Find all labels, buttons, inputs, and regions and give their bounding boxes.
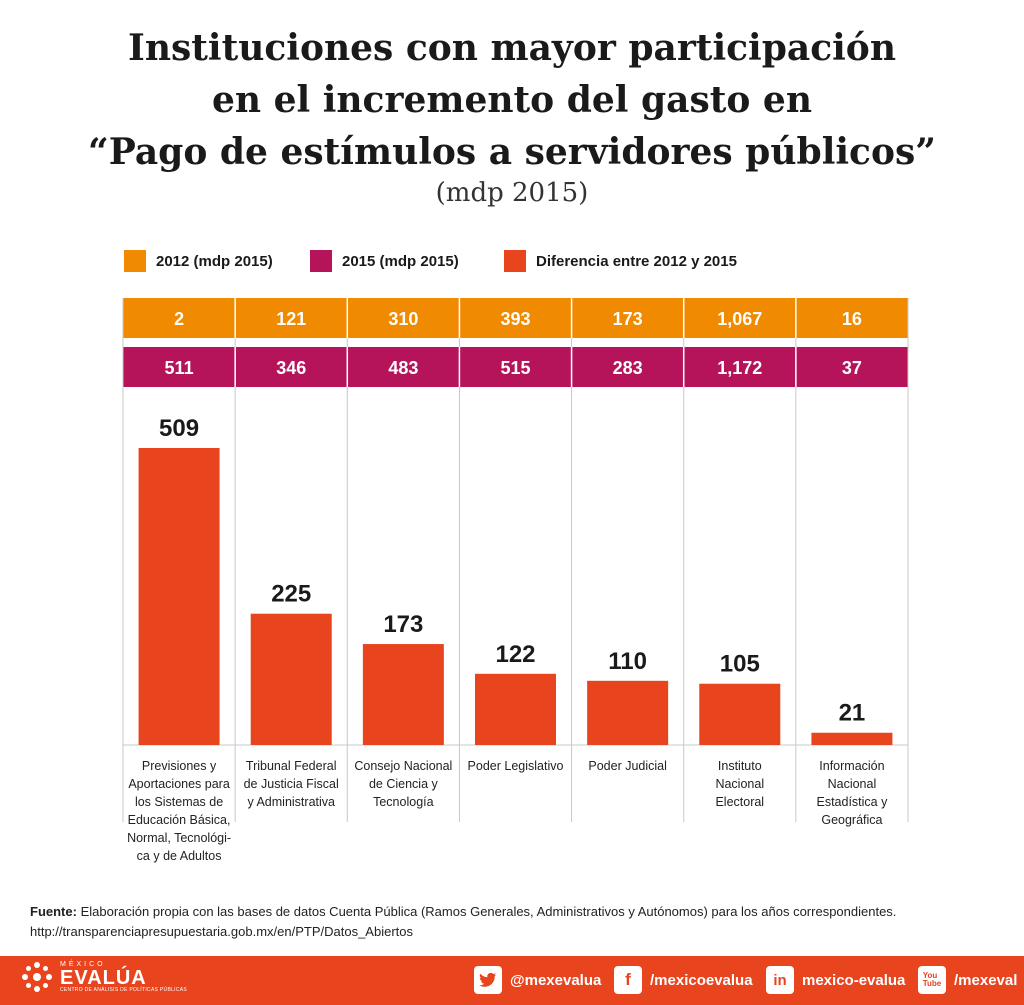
chart-subtitle: (mdp 2015) — [435, 178, 589, 208]
legend-item-diff: Diferencia entre 2012 y 2015 — [504, 250, 737, 272]
difference-bar — [362, 644, 444, 745]
value-2015-label: 483 — [388, 358, 418, 378]
legend-swatch-diff — [504, 250, 526, 272]
difference-bar — [250, 613, 332, 745]
value-2015-label: 515 — [500, 358, 530, 378]
category-label: de Ciencia y — [369, 777, 439, 791]
category-label: Electoral — [715, 795, 764, 809]
linkedin-link[interactable]: in mexico-evalua — [766, 966, 905, 994]
value-2012-label: 121 — [276, 309, 306, 329]
legend-swatch-2015 — [310, 250, 332, 272]
category-label: Consejo Nacional — [354, 759, 452, 773]
difference-value-label: 225 — [271, 581, 311, 608]
difference-value-label: 105 — [720, 651, 760, 678]
legend-label-2015: 2015 (mdp 2015) — [342, 252, 459, 270]
category-label: de Justicia Fiscal — [244, 777, 339, 791]
evalua-star-icon — [22, 962, 52, 992]
value-2012-label: 2 — [174, 309, 184, 329]
row-2015-band — [123, 347, 908, 387]
mexico-evalua-logo[interactable]: MÉXICO EVALÚA CENTRO DE ANÁLISIS DE POLÍ… — [20, 960, 187, 994]
logo-tagline: CENTRO DE ANÁLISIS DE POLÍTICAS PÚBLICAS — [60, 987, 188, 993]
value-2012-label: 310 — [388, 309, 418, 329]
value-2012-label: 1,067 — [717, 309, 762, 329]
youtube-link[interactable]: You Tube /mexeval — [918, 966, 1017, 994]
legend: 2012 (mdp 2015) 2015 (mdp 2015) Diferenc… — [0, 250, 1024, 274]
value-2012-label: 173 — [613, 309, 643, 329]
legend-item-2015: 2015 (mdp 2015) — [310, 250, 459, 272]
youtube-icon: You Tube — [918, 966, 946, 994]
difference-value-label: 21 — [839, 700, 866, 727]
category-label: Información — [819, 759, 884, 773]
facebook-handle: /mexicoevalua — [650, 971, 753, 989]
category-label: Aportaciones para — [128, 777, 230, 791]
difference-bar — [475, 673, 556, 745]
legend-swatch-2012 — [124, 250, 146, 272]
difference-bar — [138, 448, 220, 745]
linkedin-icon: in — [766, 966, 794, 994]
category-label: los Sistemas de — [135, 795, 223, 809]
source-text: Elaboración propia con las bases de dato… — [80, 904, 897, 919]
difference-value-label: 509 — [159, 415, 199, 442]
value-2015-label: 346 — [276, 358, 306, 378]
title-line-1: Instituciones con mayor participación — [127, 27, 896, 69]
logo-evalua-text: EVALÚA — [60, 967, 147, 989]
linkedin-handle: mexico-evalua — [802, 971, 906, 989]
twitter-link[interactable]: @mexevalua — [474, 966, 601, 994]
category-label: Educación Básica, — [128, 813, 231, 827]
difference-value-label: 122 — [495, 641, 535, 668]
twitter-handle: @mexevalua — [510, 971, 602, 989]
category-label: Normal, Tecnológi- — [127, 831, 231, 845]
value-2015-label: 1,172 — [717, 358, 762, 378]
source-label: Fuente: — [30, 904, 77, 919]
value-2012-label: 393 — [500, 309, 530, 329]
category-label: Poder Judicial — [588, 759, 667, 773]
difference-bar — [699, 683, 781, 745]
category-label: Nacional — [715, 777, 764, 791]
footer-bar: MÉXICO EVALÚA CENTRO DE ANÁLISIS DE POLÍ… — [0, 956, 1024, 1005]
facebook-icon: f — [614, 966, 642, 994]
difference-bar — [811, 732, 893, 745]
title-line-3: “Pago de estímulos a servidores públicos… — [88, 131, 936, 173]
legend-item-2012: 2012 (mdp 2015) — [124, 250, 273, 272]
value-2015-label: 283 — [613, 358, 643, 378]
category-label: Nacional — [828, 777, 877, 791]
difference-value-label: 110 — [608, 648, 647, 675]
legend-label-diff: Diferencia entre 2012 y 2015 — [536, 252, 737, 270]
value-2015-label: 37 — [842, 358, 862, 378]
category-label: y Administrativa — [247, 795, 335, 809]
category-label: Previsiones y — [142, 759, 217, 773]
value-2015-label: 511 — [165, 358, 194, 378]
bar-chart: 2 511 509 Previsiones y Aportaciones para los… — [122, 298, 909, 863]
youtube-handle: /mexeval — [954, 971, 1018, 989]
category-label: Poder Legislativo — [468, 759, 564, 773]
category-label: Instituto — [718, 759, 762, 773]
value-2012-label: 16 — [842, 309, 862, 329]
category-label: ca y de Adultos — [137, 849, 222, 863]
category-label: Geográfica — [821, 813, 882, 827]
difference-bar — [587, 680, 669, 745]
facebook-link[interactable]: f /mexicoevalua — [614, 966, 753, 994]
title-line-2: en el incremento del gasto en — [211, 79, 812, 121]
category-label: Estadística y — [816, 795, 888, 809]
category-label: Tribunal Federal — [246, 759, 337, 773]
chart-title: Instituciones con mayor participación en… — [0, 22, 1024, 178]
difference-value-label: 173 — [383, 611, 423, 638]
legend-label-2012: 2012 (mdp 2015) — [156, 252, 273, 270]
row-2012-band — [123, 298, 908, 338]
twitter-icon — [474, 966, 502, 994]
source-url: http://transparenciapresupuestaria.gob.m… — [30, 924, 413, 939]
source-note: Fuente: Elaboración propia con las bases… — [30, 902, 990, 942]
category-label: Tecnología — [373, 795, 434, 809]
logo-mexico-text: MÉXICO — [60, 961, 106, 968]
